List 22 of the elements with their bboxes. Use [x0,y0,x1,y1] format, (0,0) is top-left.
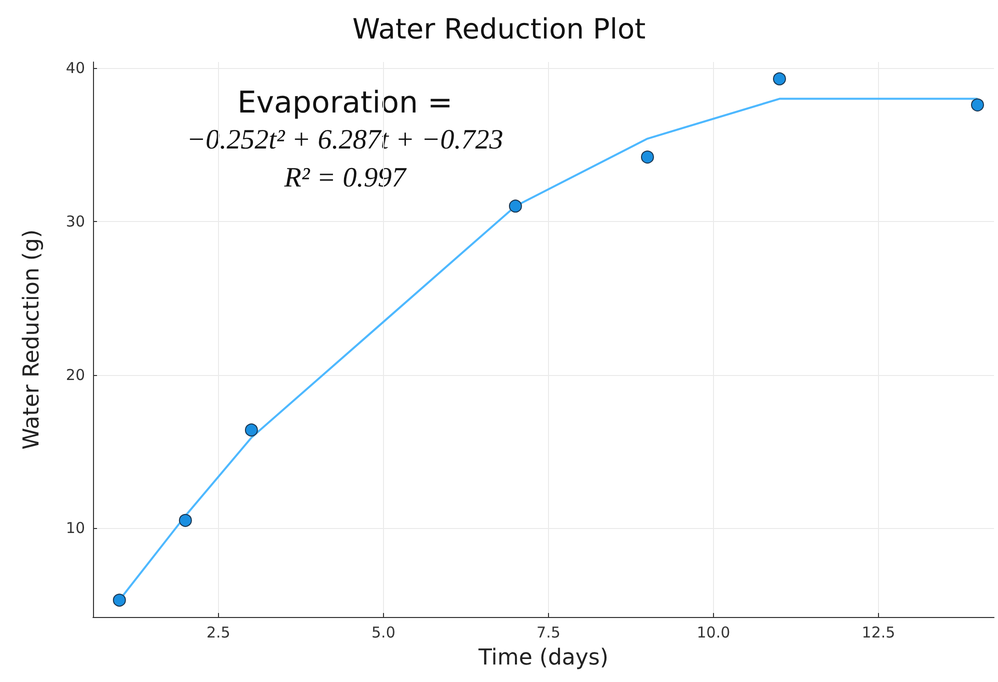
point [244,423,258,436]
point [772,72,786,86]
x-tick-label: 5.0 [372,624,396,642]
x-tick-label: 2.5 [206,624,230,642]
annotation: −0.252t² + 6.287t + −0.723 [186,124,504,156]
point [971,98,984,112]
point [112,594,126,607]
x-tick-label: 7.5 [536,624,560,642]
x-tick-label: 10.0 [696,624,730,642]
y-tick-label: 20 [66,366,85,384]
y-tick-label: 30 [66,212,85,230]
chart-title: Water Reduction Plot [352,12,646,46]
point [640,150,654,164]
x-axis-title: Time (days) [478,646,608,670]
y-tick-label: 10 [66,519,85,538]
x-tick-label: 12.5 [862,624,896,642]
y-axis-title: Water Reduction (g) [20,229,44,450]
annotation: R² = 0.997 [283,162,407,194]
y-tick-label: 40 [66,59,85,78]
annotation: Evaporation = [237,86,453,120]
point [508,200,522,213]
point [178,514,192,527]
